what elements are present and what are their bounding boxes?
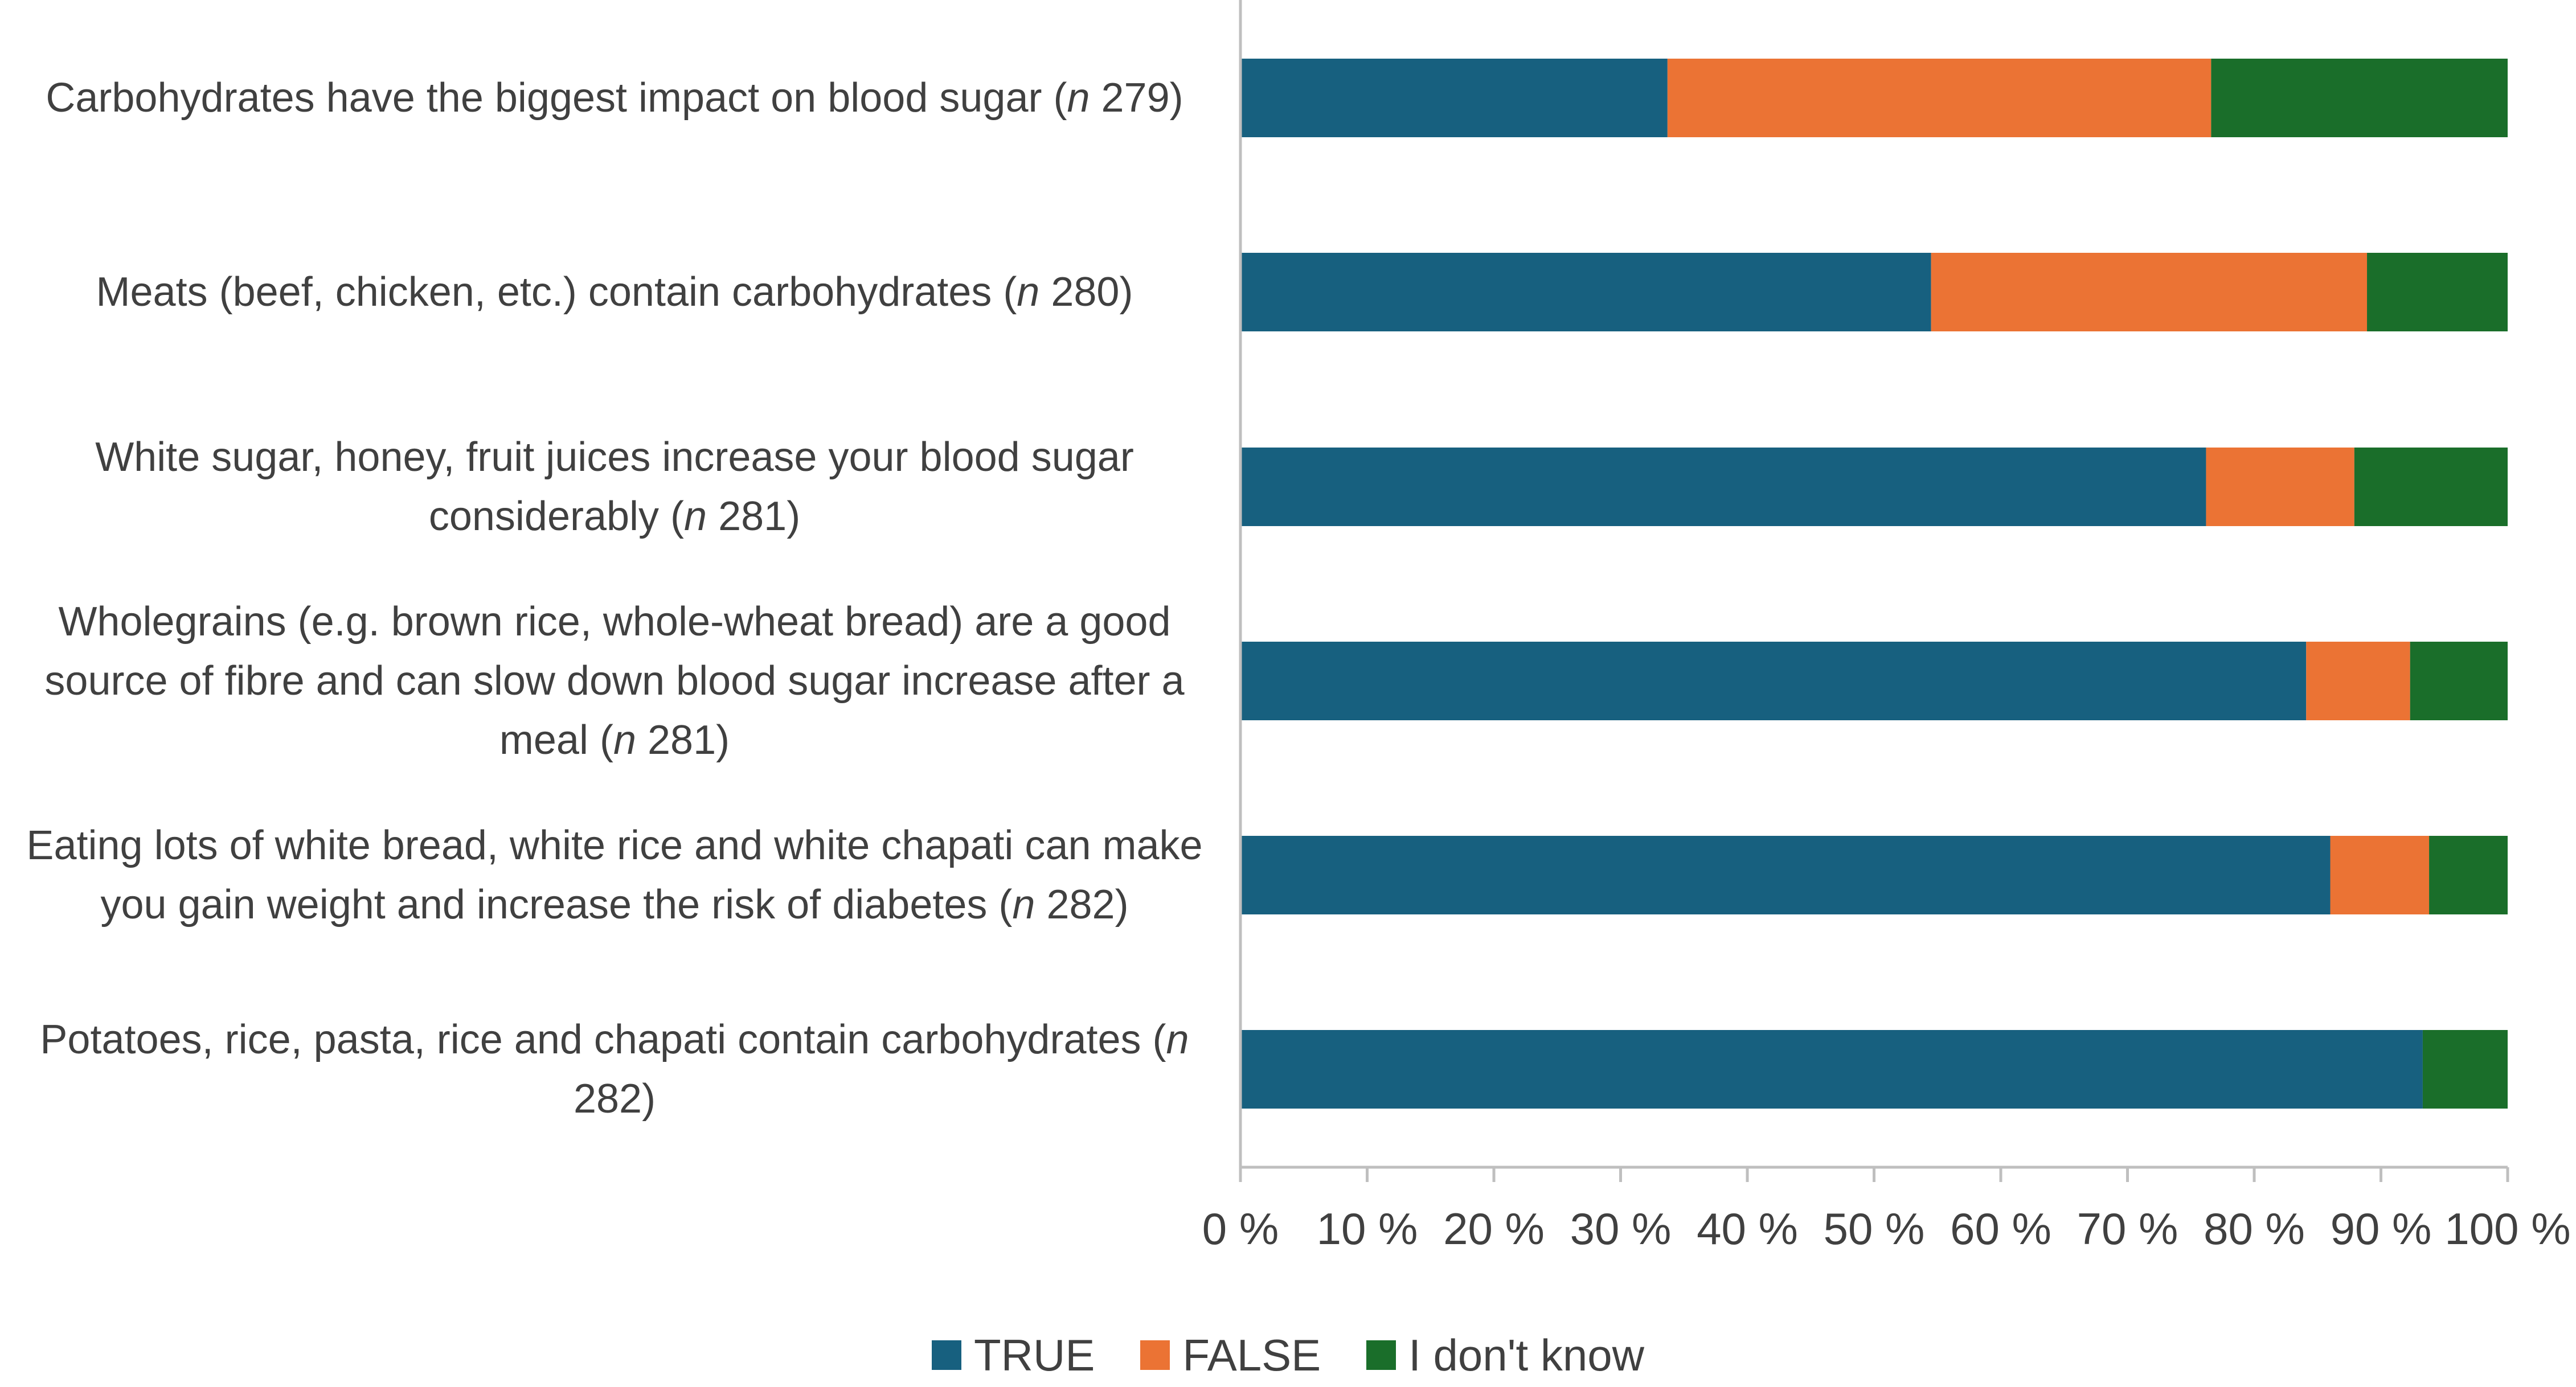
legend-swatch-3 bbox=[1366, 1340, 1396, 1370]
bar-false-4 bbox=[2306, 642, 2410, 720]
bar-true-2 bbox=[1240, 253, 1931, 331]
bar-dont-know-4 bbox=[2410, 642, 2508, 720]
category-label-5: Eating lots of white bread, white rice a… bbox=[26, 823, 1203, 928]
legend-swatch-2 bbox=[1140, 1340, 1170, 1370]
bar-false-1 bbox=[1667, 59, 2211, 137]
bar-dont-know-3 bbox=[2354, 448, 2508, 526]
bar-true-6 bbox=[1240, 1030, 2423, 1109]
legend-swatch-1 bbox=[932, 1340, 962, 1370]
x-tick-label-1: 10 % bbox=[1317, 1204, 1418, 1254]
x-tick-label-0: 0 % bbox=[1202, 1204, 1279, 1254]
bar-dont-know-6 bbox=[2422, 1030, 2508, 1109]
bar-false-2 bbox=[1931, 253, 2368, 331]
x-tick-label-6: 60 % bbox=[1950, 1204, 2051, 1254]
x-tick-label-3: 30 % bbox=[1570, 1204, 1672, 1254]
bar-true-4 bbox=[1240, 642, 2307, 720]
bar-dont-know-5 bbox=[2429, 836, 2508, 914]
category-label-2: Meats (beef, chicken, etc.) contain carb… bbox=[96, 269, 1133, 315]
x-tick-label-2: 20 % bbox=[1443, 1204, 1545, 1254]
bar-true-3 bbox=[1240, 448, 2206, 526]
legend-label-3: I don't know bbox=[1408, 1329, 1644, 1380]
legend-label-2: FALSE bbox=[1182, 1329, 1321, 1380]
bar-true-1 bbox=[1240, 59, 1668, 137]
category-label-4: Wholegrains (e.g. brown rice, whole-whea… bbox=[44, 599, 1185, 763]
bar-true-5 bbox=[1240, 836, 2331, 914]
bar-dont-know-2 bbox=[2367, 253, 2508, 331]
bar-false-5 bbox=[2330, 836, 2430, 914]
bar-dont-know-1 bbox=[2211, 59, 2508, 137]
category-label-1: Carbohydrates have the biggest impact on… bbox=[46, 75, 1183, 121]
x-tick-label-5: 50 % bbox=[1824, 1204, 1925, 1254]
legend-label-1: TRUE bbox=[974, 1329, 1095, 1380]
category-label-6: Potatoes, rice, pasta, rice and chapati … bbox=[40, 1017, 1189, 1122]
x-tick-label-10: 100 % bbox=[2444, 1204, 2570, 1254]
legend-item-2: FALSE bbox=[1140, 1329, 1321, 1381]
legend-item-3: I don't know bbox=[1366, 1329, 1644, 1381]
x-tick-label-9: 90 % bbox=[2331, 1204, 2432, 1254]
x-tick-label-4: 40 % bbox=[1697, 1204, 1798, 1254]
x-tick-label-7: 70 % bbox=[2077, 1204, 2178, 1254]
legend: TRUE FALSE I don't know bbox=[0, 1327, 2576, 1384]
legend-item-1: TRUE bbox=[932, 1329, 1095, 1381]
x-tick-label-8: 80 % bbox=[2204, 1204, 2305, 1254]
bar-false-3 bbox=[2206, 448, 2354, 526]
category-label-3: White sugar, honey, fruit juices increas… bbox=[95, 434, 1134, 539]
